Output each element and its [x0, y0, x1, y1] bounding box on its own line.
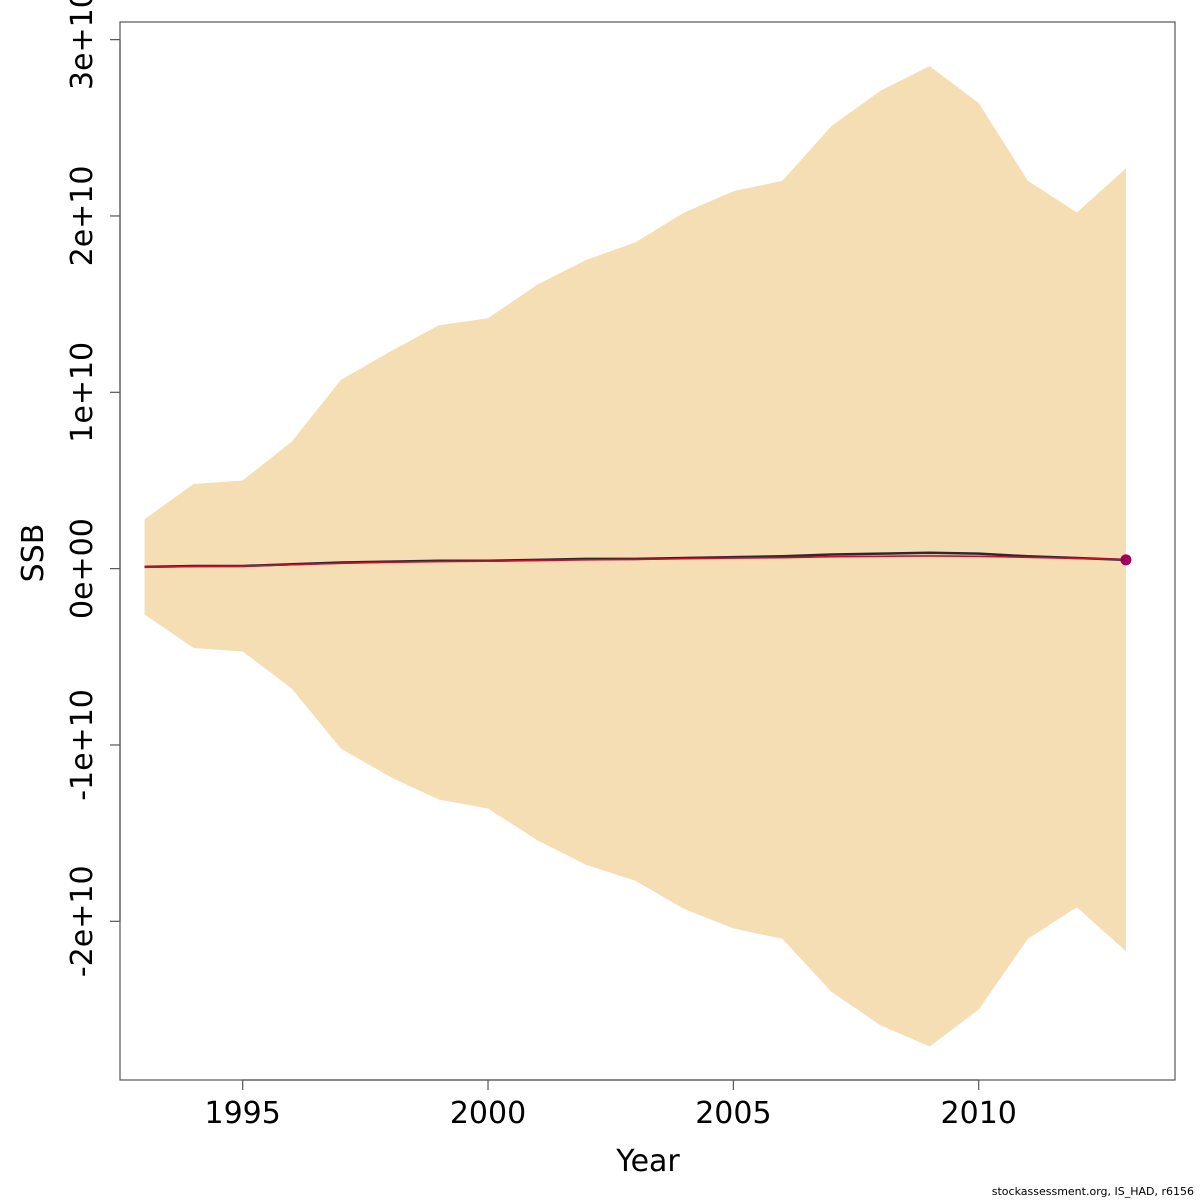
x-tick-label-2010: 2010: [941, 1096, 1017, 1131]
x-axis: 1995 2000 2005 2010: [204, 1079, 1017, 1131]
x-tick-label-2000: 2000: [450, 1096, 526, 1131]
footer-credit: stockassessment.org, IS_HAD, r6156: [991, 1185, 1194, 1198]
y-axis: -2e+10 -1e+10 0e+00 1e+10 2e+10 3e+10: [65, 0, 121, 977]
highlight-point-layer: [1120, 554, 1132, 566]
series-line-2: [144, 555, 1126, 569]
x-axis-title: Year: [615, 1144, 680, 1179]
confidence-band: [144, 66, 1126, 1047]
y-tick-label-3: 1e+10: [65, 342, 100, 443]
y-tick-label-2: 0e+00: [65, 518, 100, 619]
last-year-point: [1120, 554, 1132, 566]
x-tick-label-1995: 1995: [204, 1096, 280, 1131]
y-tick-label-5: 3e+10: [65, 0, 100, 90]
series-lines-layer: [144, 551, 1126, 569]
y-axis-title: SSB: [16, 524, 51, 583]
x-tick-label-2005: 2005: [695, 1096, 771, 1131]
y-tick-label-1: -1e+10: [65, 689, 100, 801]
confidence-band-layer: [144, 66, 1126, 1047]
y-tick-label-4: 2e+10: [65, 166, 100, 267]
y-tick-label-0: -2e+10: [65, 865, 100, 977]
